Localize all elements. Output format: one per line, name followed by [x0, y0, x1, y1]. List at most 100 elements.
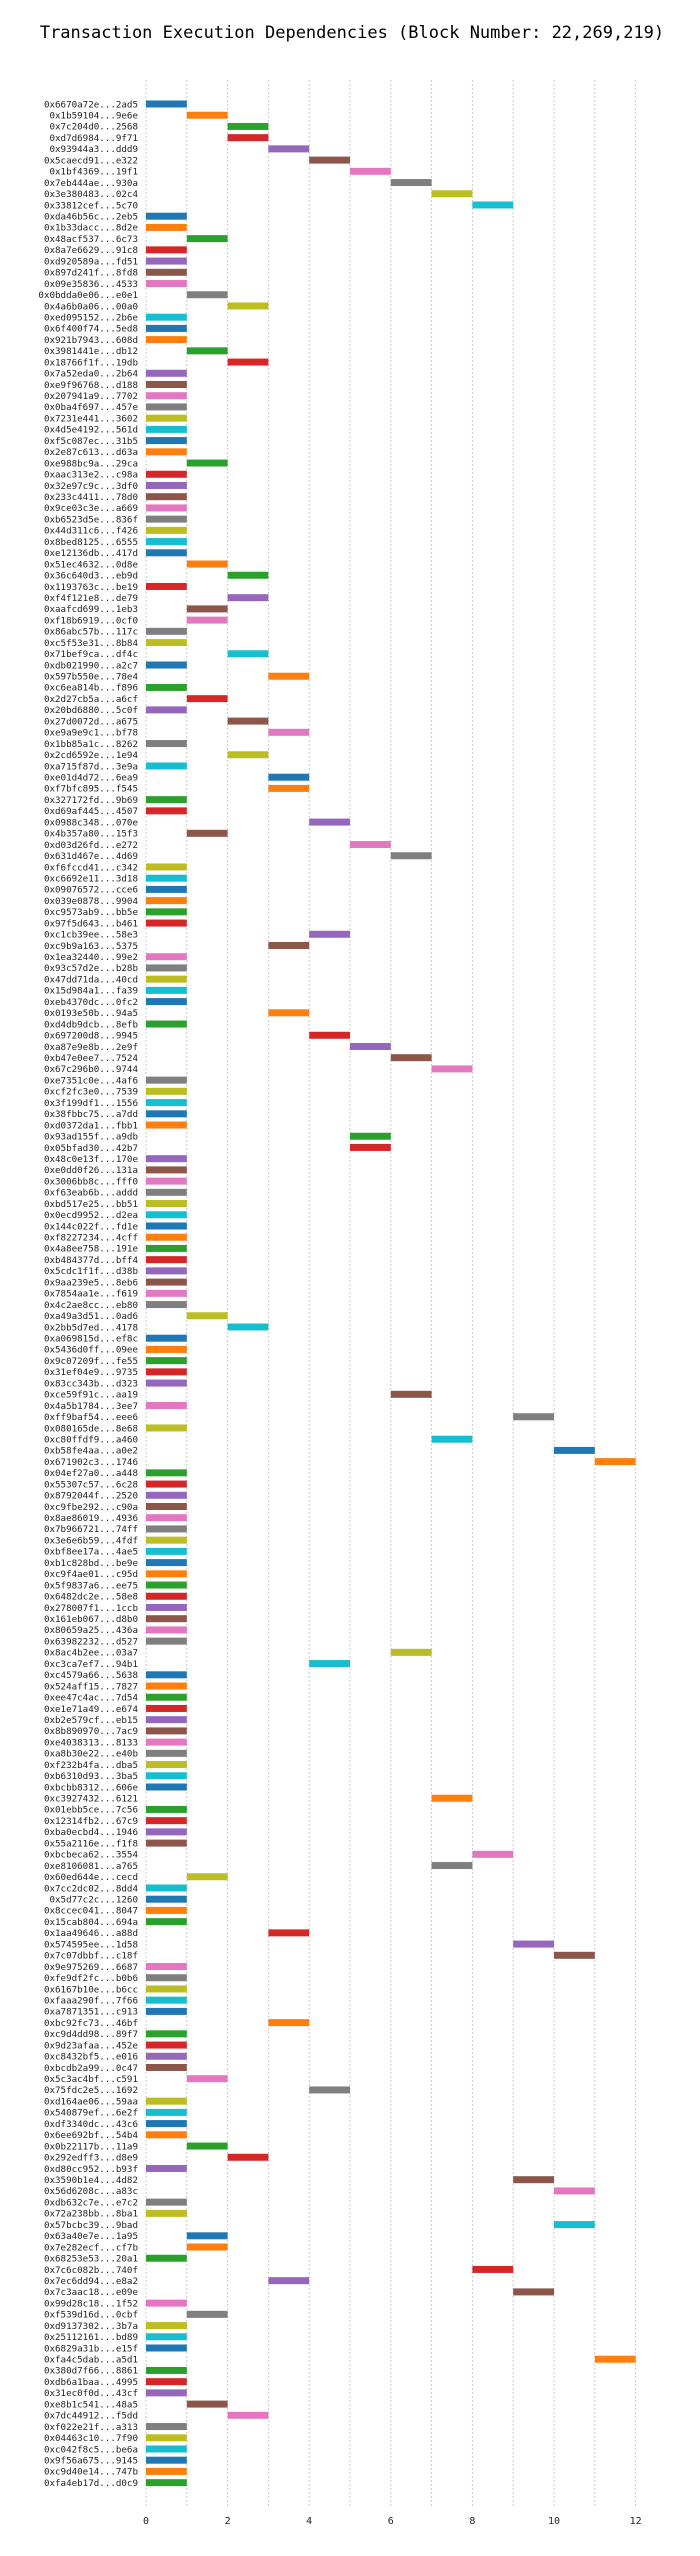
y-tick-label: 0x51ec4632...0d8e	[44, 559, 138, 570]
y-tick-label: 0x9f56a675...9145	[44, 2456, 138, 2467]
y-tick-label: 0x36c640d3...eb9d	[44, 571, 138, 582]
y-tick-label: 0x3e6e6b59...4fdf	[44, 1535, 138, 1546]
y-tick-label: 0x04463c10...7f90	[44, 2433, 138, 2444]
bar	[186, 616, 228, 624]
bar	[146, 1267, 187, 1275]
y-tick-label: 0x1193763c...be19	[44, 582, 138, 593]
bar	[146, 975, 187, 983]
y-tick-label: 0x6482dc2e...58e8	[44, 1592, 138, 1603]
y-tick-label: 0x48c0e13f...170e	[44, 1154, 138, 1165]
bar	[227, 2153, 269, 2161]
y-tick-label: 0xf4f121e8...de79	[44, 593, 138, 604]
bar	[146, 392, 187, 400]
bar	[146, 986, 187, 994]
bar	[146, 1211, 187, 1219]
bar	[146, 1783, 187, 1791]
bar	[146, 1895, 187, 1903]
y-tick-label: 0xb2e579cf...eb15	[44, 1715, 138, 1726]
bar	[146, 246, 187, 254]
y-tick-label: 0x7e282ecf...cf7b	[44, 2242, 138, 2253]
y-tick-label: 0xc9d4dd98...89f7	[44, 2029, 138, 2040]
y-tick-label: 0x161eb067...d8b0	[44, 1614, 138, 1625]
y-tick-label: 0x5cdc1f1f...d38b	[44, 1266, 138, 1277]
bar	[146, 1761, 187, 1769]
x-tick-label: 8	[469, 2516, 475, 2527]
bar	[186, 235, 228, 243]
bar	[146, 1402, 187, 1410]
y-tick-label: 0x55a2116e...f1f8	[44, 1838, 138, 1849]
bar	[146, 1334, 187, 1342]
y-tick-label: 0x540879ef...6e2f	[44, 2108, 138, 2119]
bar	[268, 773, 310, 781]
bar	[146, 1536, 187, 1544]
y-tick-label: 0x5436d0ff...09ee	[44, 1345, 138, 1356]
y-tick-label: 0xf5c087ec...31b5	[44, 436, 138, 447]
y-tick-label: 0xd03d26fd...e272	[44, 840, 138, 851]
x-tick-label: 0	[143, 2516, 149, 2527]
y-tick-label: 0x3981441e...db12	[44, 346, 138, 357]
bar	[390, 1648, 432, 1656]
y-tick-label: 0xc6ea814b...f896	[44, 683, 138, 694]
bar	[227, 594, 269, 602]
y-tick-label: 0x4a5b1784...3ee7	[44, 1401, 138, 1412]
y-tick-label: 0xff9baf54...eee6	[44, 1412, 138, 1423]
y-tick-label: 0x25112161...bd89	[44, 2332, 138, 2343]
bar	[146, 807, 187, 815]
bar	[594, 2355, 636, 2363]
y-tick-label: 0x86abc57b...117c	[44, 627, 138, 638]
y-tick-label: 0xb484377d...bff4	[44, 1255, 139, 1266]
y-tick-label: 0x7231e441...3602	[44, 413, 138, 424]
y-tick-label: 0xa8b30e22...e40b	[44, 1749, 138, 1760]
y-tick-label: 0xbc92fc73...46bf	[44, 2018, 138, 2029]
gridlines	[145, 80, 637, 2506]
bar	[146, 1615, 187, 1623]
bar	[146, 448, 187, 456]
y-tick-label: 0xb58fe4aa...a0e2	[44, 1446, 138, 1457]
bar	[186, 2232, 228, 2240]
bar	[146, 212, 187, 220]
y-tick-label: 0x6829a31b...e15f	[44, 2343, 138, 2354]
y-tick-label: 0xb6310d93...3ba5	[44, 1771, 138, 1782]
y-tick-label: 0xa7871351...c913	[44, 2007, 138, 2018]
bar	[146, 2344, 187, 2352]
bar	[146, 1906, 187, 1914]
y-tick-label: 0xdb632c7e...e7c2	[44, 2197, 138, 2208]
bar	[186, 829, 228, 837]
bar	[431, 1435, 473, 1443]
y-tick-label: 0x9e975269...6687	[44, 1962, 138, 1973]
bar	[227, 571, 269, 579]
bar	[146, 1368, 187, 1376]
bar	[390, 179, 432, 187]
bar	[431, 1065, 473, 1073]
y-tick-label: 0xf6fccd41...c342	[44, 862, 138, 873]
bar	[146, 2456, 187, 2464]
y-tick-label: 0x671902c3...1746	[44, 1457, 138, 1468]
y-tick-label: 0x9aa239e5...8eb6	[44, 1277, 138, 1288]
bar	[309, 1660, 350, 1668]
y-tick-label: 0xbd517e25...bb51	[44, 1199, 138, 1210]
x-tick-label: 12	[630, 2516, 642, 2527]
bar	[146, 437, 187, 445]
bar	[146, 2479, 187, 2487]
y-tick-label: 0x0bdda0e06...e0e1	[38, 290, 138, 301]
bar	[350, 1042, 391, 1050]
y-tick-label: 0x97f5d643...b461	[44, 918, 138, 929]
bar	[146, 740, 187, 748]
bar	[146, 1817, 187, 1825]
x-axis-ticks: 0 2 4 6 8 10 12	[143, 2516, 642, 2527]
bar	[146, 639, 187, 647]
y-tick-label: 0x7dc44912...f5dd	[44, 2411, 138, 2422]
y-tick-label: 0xe1e71a49...e674	[44, 1704, 139, 1715]
bar	[146, 425, 187, 433]
bar	[146, 1738, 187, 1746]
bar	[390, 852, 432, 860]
bar	[554, 1446, 595, 1454]
bar	[146, 313, 187, 321]
y-tick-label: 0xf63eab6b...addd	[44, 1188, 138, 1199]
y-tick-label: 0x8a7e6629...91c8	[44, 245, 138, 256]
bar	[146, 1188, 187, 1196]
y-tick-label: 0x144c022f...fd1e	[44, 1221, 138, 1232]
bar	[146, 1233, 187, 1241]
y-axis-labels: 0x6670a72e...2ad50x1b59104...9e6e0x7c204…	[38, 99, 138, 2489]
bar	[146, 964, 187, 972]
